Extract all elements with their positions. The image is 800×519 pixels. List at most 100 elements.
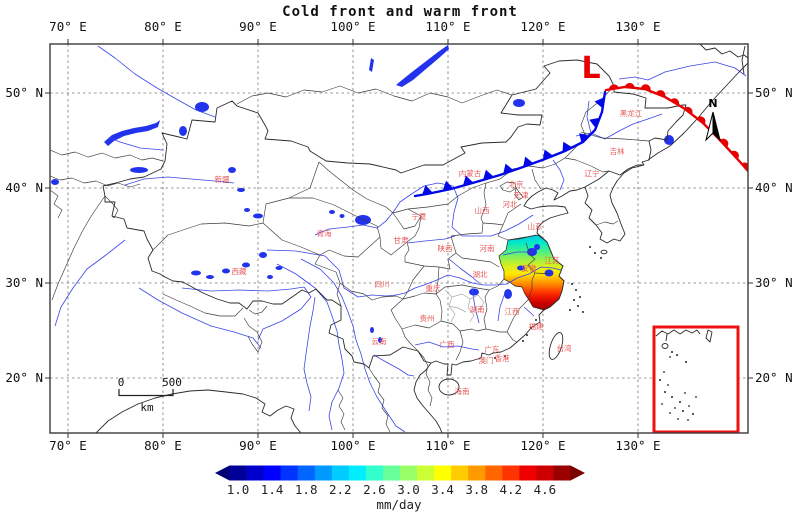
warm-front-semicircle	[624, 82, 635, 88]
warm-front-semicircle	[608, 84, 619, 90]
lake-bosten	[228, 167, 236, 173]
lakes	[51, 45, 674, 343]
province-label: 安徽	[522, 263, 537, 273]
ganges-river	[138, 287, 262, 349]
province-label: 宁夏	[412, 211, 427, 221]
pearl-river	[414, 341, 480, 351]
colorbar-segment	[229, 465, 247, 481]
lat-tick-label-left: 50° N	[5, 85, 43, 100]
colorbar-segment	[502, 465, 520, 481]
colorbar-segment	[400, 465, 418, 481]
lake-khanka	[664, 135, 674, 145]
colorbar-tick-label: 1.8	[295, 482, 318, 497]
inset-box	[652, 325, 740, 433]
province-label: 山西	[475, 205, 490, 215]
scale-bar-start: 0	[118, 376, 125, 389]
lat-tick-label-right: 40° N	[755, 180, 793, 195]
lon-tick-label-top: 70° E	[49, 19, 87, 34]
irrawaddy-river	[303, 296, 316, 412]
tarim-river	[124, 176, 235, 186]
warm-front-semicircle	[730, 150, 739, 160]
lon-tick-label-bottom: 70° E	[49, 438, 87, 453]
lake-poyang	[504, 289, 512, 299]
sea-islands	[659, 351, 697, 421]
figure-title: Cold front and warm front	[282, 4, 518, 20]
mongolia-russia-border	[236, 85, 513, 105]
lon-tick-label-bottom: 80° E	[144, 438, 182, 453]
islands	[438, 246, 608, 396]
map-frame	[49, 43, 749, 434]
warm-front-semicircle	[641, 84, 651, 92]
indus-river	[54, 239, 126, 327]
colorbar-tick-label: 3.8	[465, 482, 488, 497]
colorbar-tick-label: 2.6	[363, 482, 386, 497]
china-coastline-border	[102, 59, 687, 376]
cold-front-triangle	[523, 156, 534, 167]
lon-tick-label-top: 120° E	[520, 19, 565, 34]
warm-front-semicircle	[741, 162, 748, 171]
colorbar-segment	[485, 465, 503, 481]
lat-tick-label-right: 20° N	[755, 370, 793, 385]
province-label: 澳门	[479, 355, 494, 365]
lat-tick-label-right: 50° N	[755, 85, 793, 100]
axis-ticks-and-labels: 70° E 70° E 80° E 80° E 90° E 90° E 100° E 100°…	[5, 19, 792, 453]
lon-tick-label-bottom: 130° E	[615, 438, 660, 453]
lake-balkhash	[104, 120, 160, 146]
lake-issykkul	[130, 167, 148, 173]
lon-tick-label-top: 90° E	[239, 19, 277, 34]
colorbar-tick-label: 1.4	[261, 482, 284, 497]
colorbar-over-arrow	[570, 465, 585, 481]
province-label: 内蒙古	[459, 168, 482, 178]
mekong-river	[300, 258, 406, 433]
north-arrow: N	[705, 97, 721, 142]
colorbar-segment	[536, 465, 554, 481]
province-label: 湖北	[473, 270, 488, 279]
low-pressure-symbol: L	[581, 51, 600, 86]
province-label: 云南	[372, 336, 387, 346]
lake-zaysan	[195, 102, 209, 112]
lake-dongting	[469, 288, 479, 296]
province-label: 辽宁	[585, 168, 600, 178]
province-label: 海南	[455, 386, 470, 396]
province-label: 陕西	[438, 243, 453, 253]
province-label: 广东	[485, 344, 500, 354]
india-myanmar-coast	[95, 389, 302, 433]
province-label: 新疆	[215, 174, 230, 184]
colorbar-segment	[263, 465, 281, 481]
colorbar-segment	[246, 465, 264, 481]
cold-front-triangle	[422, 185, 433, 195]
yellow-river	[314, 182, 534, 237]
colorbar-segment	[331, 465, 350, 481]
province-label: 四川	[375, 280, 390, 289]
korea-coast	[584, 164, 645, 244]
province-label: 吉林	[610, 146, 625, 156]
province-label: 青海	[317, 228, 332, 238]
colorbar-unit: mm/day	[376, 497, 422, 512]
rivers	[54, 45, 747, 433]
colorbar-tick-label: 3.4	[431, 482, 454, 497]
lon-tick-label-top: 130° E	[615, 19, 660, 34]
vietnam-coast	[413, 362, 443, 433]
colorbar-tick-label: 1.0	[227, 482, 250, 497]
province-label: 广西	[440, 339, 455, 349]
colorbar-segment	[297, 465, 316, 481]
warm-front-semicircle	[655, 90, 666, 97]
scale-bar-unit: km	[140, 401, 154, 414]
lat-tick-label-left: 30° N	[5, 275, 43, 290]
warm-front-semicircle	[684, 106, 693, 115]
colorbar-segment	[383, 465, 401, 481]
lon-tick-label-top: 110° E	[425, 19, 470, 34]
colorbar-segment	[468, 465, 486, 481]
province-label: 西藏	[232, 266, 247, 276]
province-label: 山东	[528, 221, 543, 231]
south-china-sea-inset	[652, 325, 740, 433]
warm-front-semicircle	[696, 116, 706, 125]
lon-tick-label-top: 100° E	[330, 19, 375, 34]
hunan-sub-boundaries	[444, 289, 485, 323]
lat-tick-label-left: 40° N	[5, 180, 43, 195]
colorbar-segment	[314, 465, 333, 481]
province-borders	[152, 85, 650, 361]
lon-tick-label-bottom: 90° E	[239, 438, 277, 453]
songhua-river	[575, 100, 663, 140]
